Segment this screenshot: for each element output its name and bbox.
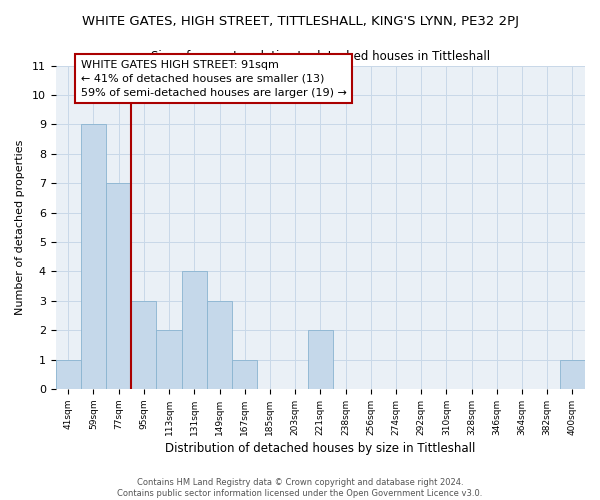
Text: WHITE GATES, HIGH STREET, TITTLESHALL, KING'S LYNN, PE32 2PJ: WHITE GATES, HIGH STREET, TITTLESHALL, K… xyxy=(82,15,518,28)
Bar xyxy=(56,360,81,389)
Bar xyxy=(560,360,585,389)
Bar xyxy=(232,360,257,389)
Bar xyxy=(106,183,131,389)
Bar xyxy=(182,272,207,389)
Text: WHITE GATES HIGH STREET: 91sqm
← 41% of detached houses are smaller (13)
59% of : WHITE GATES HIGH STREET: 91sqm ← 41% of … xyxy=(81,60,347,98)
Bar xyxy=(157,330,182,389)
Bar xyxy=(131,301,157,389)
Y-axis label: Number of detached properties: Number of detached properties xyxy=(15,140,25,315)
Bar xyxy=(308,330,333,389)
X-axis label: Distribution of detached houses by size in Tittleshall: Distribution of detached houses by size … xyxy=(165,442,476,455)
Title: Size of property relative to detached houses in Tittleshall: Size of property relative to detached ho… xyxy=(151,50,490,63)
Text: Contains HM Land Registry data © Crown copyright and database right 2024.
Contai: Contains HM Land Registry data © Crown c… xyxy=(118,478,482,498)
Bar xyxy=(207,301,232,389)
Bar xyxy=(81,124,106,389)
